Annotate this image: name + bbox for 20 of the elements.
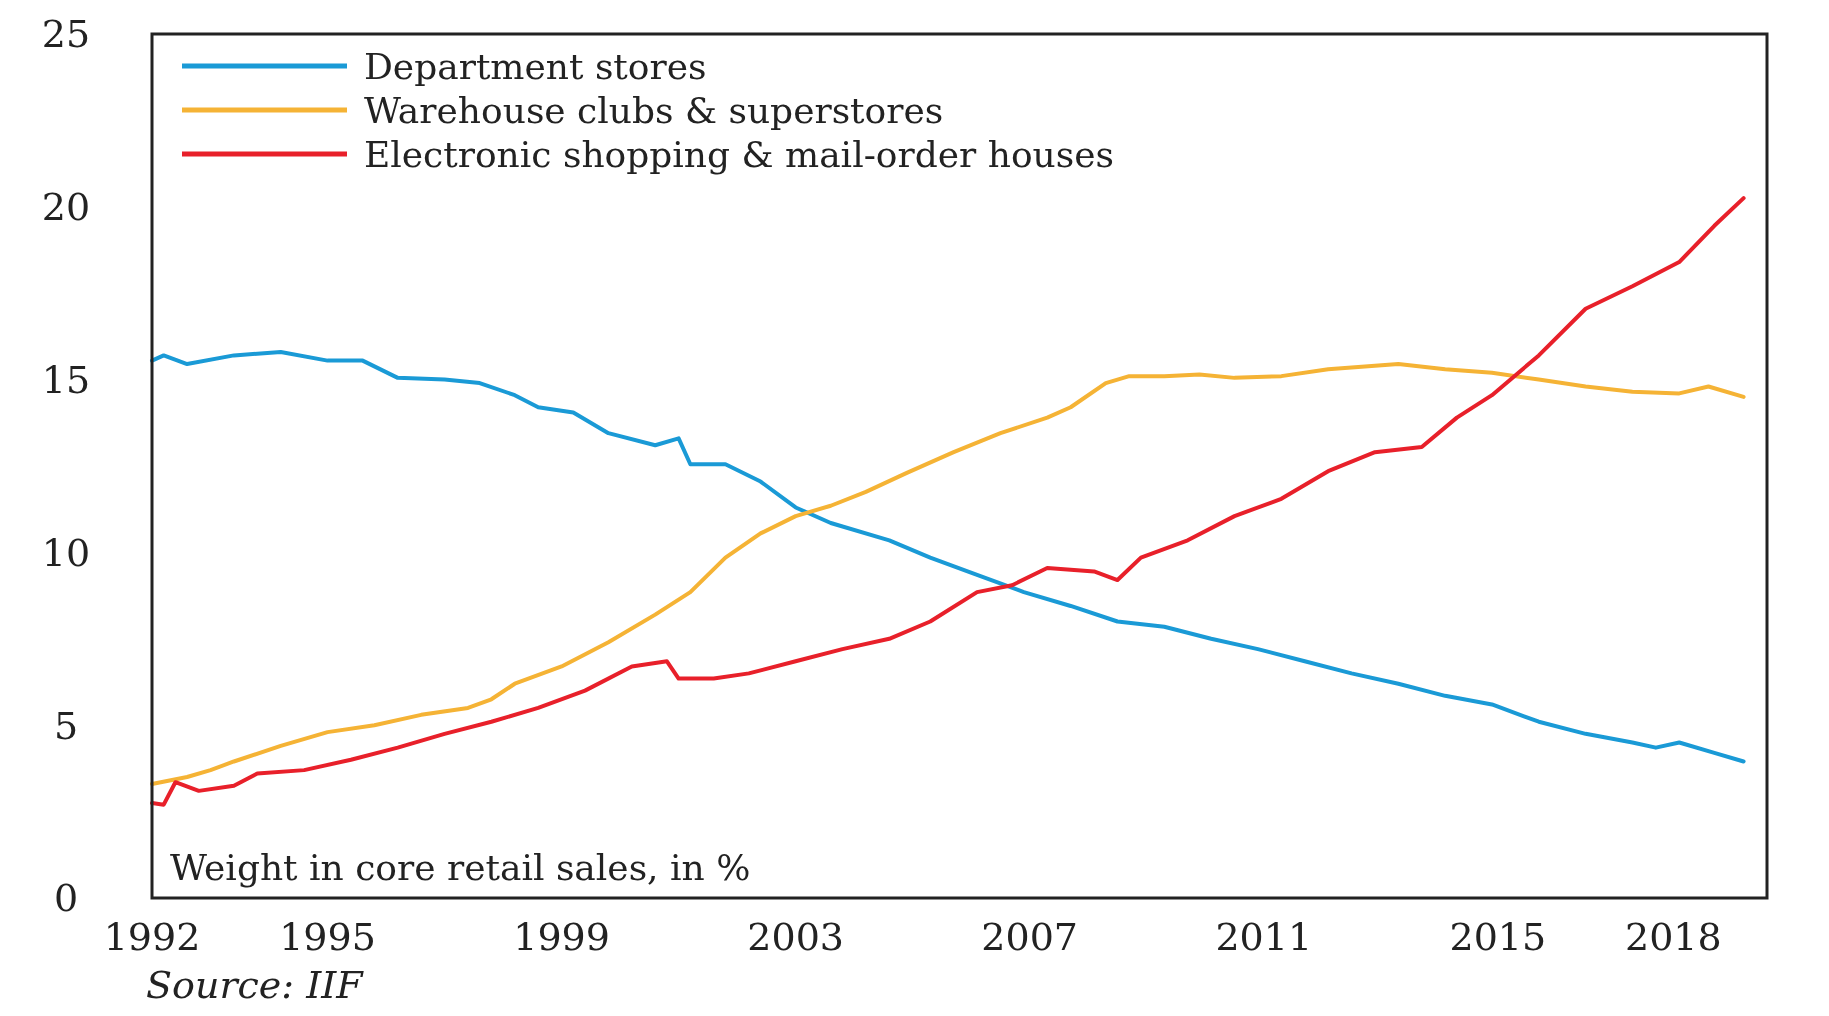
- y-tick-label: 15: [41, 357, 91, 402]
- y-axis-title: Weight in core retail sales, in %: [170, 847, 751, 888]
- x-tick-label: 1992: [103, 915, 201, 959]
- y-tick-label: 20: [41, 185, 91, 230]
- y-tick-label: 0: [53, 876, 79, 921]
- line-series: [150, 196, 1746, 807]
- source-note: Source: IIF: [146, 963, 365, 1007]
- y-tick-label: 10: [41, 530, 91, 575]
- x-tick-label: 2007: [981, 915, 1079, 959]
- legend-label: Warehouse clubs & superstores: [364, 89, 944, 131]
- x-tick-label: 1999: [513, 915, 610, 959]
- x-tick-label: 2018: [1625, 915, 1722, 959]
- x-tick-label: 1995: [279, 915, 376, 959]
- y-tick-label: 5: [53, 703, 79, 748]
- legend-label: Department stores: [364, 45, 707, 87]
- legend-label: Electronic shopping & mail-order houses: [364, 133, 1114, 175]
- x-tick-label: 2015: [1449, 915, 1547, 959]
- x-tick-label: 2003: [747, 915, 845, 959]
- x-tick-label: 2011: [1215, 915, 1313, 959]
- y-tick-label: 25: [41, 12, 91, 57]
